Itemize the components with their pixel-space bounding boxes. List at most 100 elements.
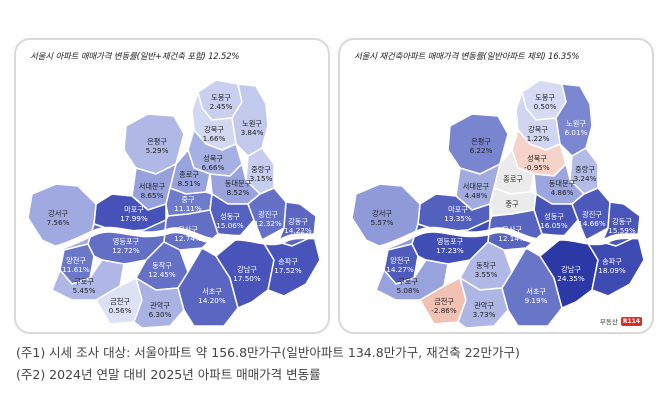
district-name: 강북구 — [203, 125, 226, 134]
district-name: 동작구 — [475, 261, 498, 270]
district-value: 9.19% — [525, 296, 548, 305]
district-label-yangcheon: 양천구 14.27% — [386, 256, 413, 274]
district-value: 15.59% — [608, 226, 635, 235]
district-label-gwanak: 관악구 6.30% — [149, 301, 172, 319]
district-name: 광진구 — [254, 210, 281, 219]
district-name: 양천구 — [62, 256, 89, 265]
district-value: 1.22% — [527, 134, 550, 143]
district-value: 24.35% — [557, 274, 584, 283]
district-name: 강서구 — [371, 209, 394, 218]
district-value: 11.61% — [62, 265, 89, 274]
district-name: 강동구 — [608, 217, 635, 226]
district-label-songpa: 송파구 17.52% — [274, 257, 301, 275]
district-name: 노원구 — [241, 119, 264, 128]
district-name: 동작구 — [148, 261, 175, 270]
district-label-seongbuk: 성북구 -0.95% — [524, 154, 549, 172]
district-value: 5.08% — [397, 286, 420, 295]
district-value: 7.56% — [47, 218, 70, 227]
district-value: 18.09% — [598, 266, 625, 275]
district-value: -0.95% — [524, 163, 549, 172]
map-svg — [16, 64, 330, 334]
district-label-dongjak: 동작구 12.45% — [148, 261, 175, 279]
district-value: 4.48% — [463, 191, 489, 200]
district-name: 중구 — [505, 200, 518, 209]
district-label-jung: 중구 — [505, 200, 518, 209]
district-label-gangbuk: 강북구 1.66% — [203, 125, 226, 143]
district-label-yongsan: 용산구 12.14% — [498, 225, 525, 243]
district-name: 송파구 — [274, 257, 301, 266]
district-value: 8.51% — [178, 179, 201, 188]
district-value: 5.45% — [73, 286, 96, 295]
district-name: 동대문구 — [549, 179, 575, 188]
district-label-guro: 구로구 5.08% — [397, 277, 420, 295]
district-name: 금천구 — [109, 297, 132, 306]
district-label-mapo: 마포구 17.99% — [120, 205, 147, 223]
district-label-jongno: 종로구 — [503, 175, 523, 184]
district-value: 12.72% — [112, 246, 139, 255]
map-panel-left: 서울시 아파트 매매가격 변동률(일반+재건축 포함) 12.52% 도봉구 2.… — [14, 38, 330, 334]
seoul-map: 도봉구 2.45% 노원구 3.84% 강북구 1.66% 은평구 5.29% 성북구 6.66%… — [16, 64, 330, 334]
district-label-dongdaemun: 동대문구 4.86% — [549, 179, 575, 197]
district-label-jungnang: 중랑구 3.15% — [250, 165, 273, 183]
district-name: 종로구 — [178, 170, 201, 179]
district-name: 광진구 — [578, 210, 605, 219]
district-label-gwangjin: 광진구 14.66% — [578, 210, 605, 228]
district-name: 관악구 — [149, 301, 172, 310]
district-name: 서대문구 — [139, 182, 165, 191]
logo-text: 부동산 — [600, 316, 618, 326]
district-name: 노원구 — [565, 119, 588, 128]
district-name: 마포구 — [120, 205, 147, 214]
district-value: 5.57% — [371, 218, 394, 227]
map-svg — [340, 64, 654, 334]
panel-title: 서울시 재건축아파트 매매가격 변동률(일반아파트 제외) 16.35% — [354, 50, 579, 62]
district-name: 동대문구 — [225, 179, 251, 188]
district-value: 2.45% — [210, 102, 233, 111]
district-label-seongdong: 성동구 16.05% — [540, 212, 567, 230]
district-label-geumcheon: 금천구 0.56% — [109, 297, 132, 315]
map-panel-right: 서울시 재건축아파트 매매가격 변동률(일반아파트 제외) 16.35% 도봉구… — [338, 38, 654, 334]
district-name: 서초구 — [198, 287, 225, 296]
district-label-dobong: 도봉구 0.50% — [534, 93, 557, 111]
district-label-gangseo: 강서구 7.56% — [47, 209, 70, 227]
panel-title: 서울시 아파트 매매가격 변동률(일반+재건축 포함) 12.52% — [30, 50, 239, 62]
district-label-gangnam: 강남구 17.50% — [233, 265, 260, 283]
district-label-gwanak: 관악구 3.73% — [473, 301, 496, 319]
district-value: 12.74% — [174, 234, 201, 243]
r114-logo: 부동산 R114 — [600, 316, 642, 326]
district-name: 강북구 — [527, 125, 550, 134]
district-value: 8.52% — [225, 188, 251, 197]
district-name: 마포구 — [444, 205, 471, 214]
district-value: 5.29% — [146, 146, 169, 155]
district-label-nowon: 노원구 6.01% — [565, 119, 588, 137]
district-name: 서대문구 — [463, 182, 489, 191]
district-name: 관악구 — [473, 301, 496, 310]
district-value: 17.23% — [436, 246, 463, 255]
district-label-gwangjin: 광진구 12.32% — [254, 210, 281, 228]
district-value: 0.50% — [534, 102, 557, 111]
district-value: 14.27% — [386, 265, 413, 274]
district-name: 은평구 — [470, 137, 493, 146]
district-value: 3.15% — [250, 174, 273, 183]
district-name: 구로구 — [397, 277, 420, 286]
district-label-gangnam: 강남구 24.35% — [557, 265, 584, 283]
district-value: 12.45% — [148, 270, 175, 279]
district-label-gangseo: 강서구 5.57% — [371, 209, 394, 227]
district-name: 강동구 — [284, 217, 311, 226]
district-value: 6.22% — [470, 146, 493, 155]
district-value: 14.20% — [198, 296, 225, 305]
district-name: 성동구 — [216, 212, 243, 221]
district-label-seocho: 서초구 9.19% — [525, 287, 548, 305]
district-label-seongdong: 성동구 15.06% — [216, 212, 243, 230]
logo-badge: R114 — [621, 317, 642, 326]
district-name: 성북구 — [524, 154, 549, 163]
district-label-yangcheon: 양천구 11.61% — [62, 256, 89, 274]
district-name: 중랑구 — [250, 165, 273, 174]
district-label-gangdong: 강동구 15.59% — [608, 217, 635, 235]
seoul-map: 도봉구 0.50% 노원구 6.01% 강북구 1.22% 은평구 6.22% 성북구 -0.95… — [340, 64, 654, 334]
footnote-2: (주2) 2024년 연말 대비 2025년 아파트 매매가격 변동률 — [16, 364, 321, 383]
district-label-geumcheon: 금천구 -2.86% — [431, 297, 456, 315]
district-value: 17.50% — [233, 274, 260, 283]
district-name: 영등포구 — [436, 237, 463, 246]
district-label-yongsan: 용산구 12.74% — [174, 225, 201, 243]
district-label-seodaemun: 서대문구 8.65% — [139, 182, 165, 200]
